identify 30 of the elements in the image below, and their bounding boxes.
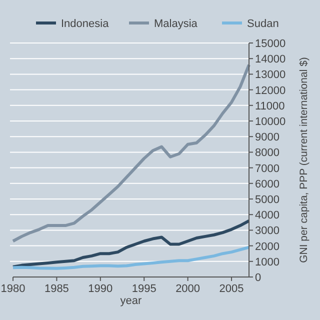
x-tick-label: 1990 — [88, 283, 113, 295]
y-axis-title: GNI per capita, PPP (current international $) — [298, 57, 310, 263]
legend-label: Malaysia — [154, 18, 198, 30]
x-tick-label: 1985 — [44, 283, 69, 295]
y-tick-label: 5000 — [255, 194, 280, 206]
x-tick-label: 1995 — [132, 283, 156, 295]
line-series — [12, 246, 250, 270]
y-tick-label: 7000 — [255, 162, 280, 175]
y-tick-label: 10000 — [255, 116, 286, 128]
y-tick-label: 8000 — [255, 147, 280, 160]
y-tick-label: 4000 — [255, 210, 280, 222]
x-tick-label: 2000 — [176, 283, 200, 295]
x-tick-label: 1980 — [0, 283, 26, 295]
line-series — [12, 219, 250, 268]
y-tick-label: 11000 — [255, 100, 285, 112]
line-series — [12, 63, 250, 243]
x-tick-label: 2005 — [219, 283, 244, 295]
y-tick-label: 1000 — [255, 256, 280, 268]
y-tick-label: 9000 — [255, 132, 280, 144]
legend-label: Sudan — [247, 18, 279, 30]
legend-label: Indonesia — [61, 18, 110, 30]
y-tick-label: 13000 — [255, 69, 286, 82]
y-tick-label: 14000 — [255, 54, 286, 66]
y-tick-label: 6000 — [255, 178, 280, 190]
y-tick-label: 0 — [255, 272, 262, 284]
y-tick-label: 2000 — [255, 240, 280, 253]
y-tick-label: 3000 — [255, 225, 280, 238]
x-axis-title: year — [120, 295, 142, 307]
y-tick-label: 15000 — [255, 38, 286, 50]
y-tick-label: 12000 — [255, 84, 286, 97]
